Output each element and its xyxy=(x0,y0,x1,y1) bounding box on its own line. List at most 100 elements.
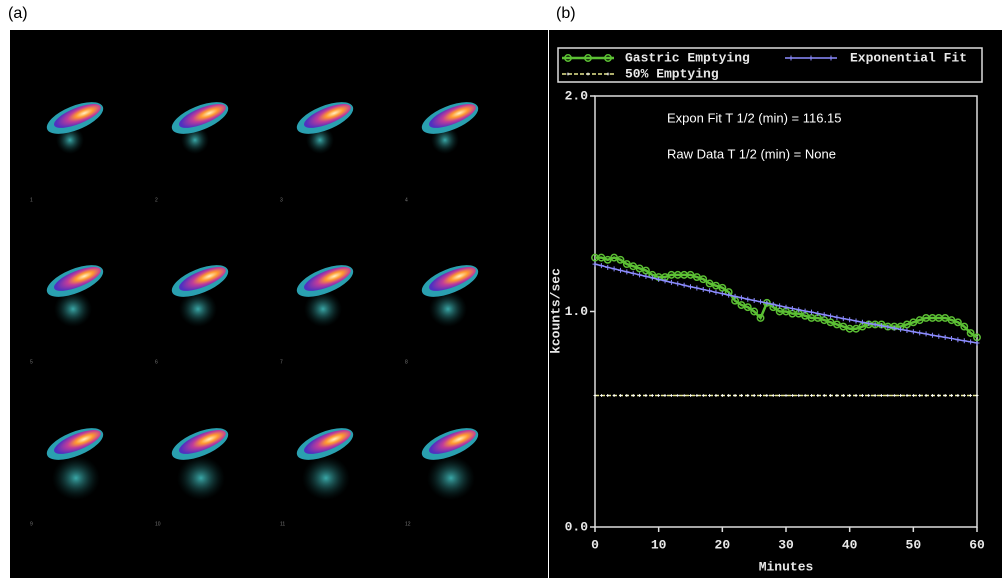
point xyxy=(783,304,789,310)
frame-number: 1 xyxy=(30,197,33,203)
frame-number: 6 xyxy=(155,359,158,365)
point xyxy=(840,316,846,322)
stomach-core xyxy=(179,267,226,291)
point xyxy=(682,394,686,398)
frame-number: 8 xyxy=(405,359,408,365)
point xyxy=(942,334,948,340)
point xyxy=(968,339,974,345)
legend-marker xyxy=(604,54,612,62)
legend-label: Exponential Fit xyxy=(850,50,967,65)
point xyxy=(796,307,802,313)
point xyxy=(714,394,718,398)
point xyxy=(924,394,928,398)
point xyxy=(605,264,611,270)
point xyxy=(592,261,598,267)
point xyxy=(700,287,706,293)
point xyxy=(797,394,801,398)
point xyxy=(778,394,782,398)
legend-marker xyxy=(828,55,834,61)
stomach-core xyxy=(179,430,226,454)
point xyxy=(756,314,765,322)
point xyxy=(668,279,674,285)
point xyxy=(966,329,975,337)
point xyxy=(867,394,871,398)
stomach-core xyxy=(179,104,226,128)
point xyxy=(758,299,764,305)
stomach-core xyxy=(429,104,476,128)
point xyxy=(641,266,650,275)
point xyxy=(872,322,878,328)
point xyxy=(969,394,973,398)
point xyxy=(612,394,616,398)
point xyxy=(829,394,833,398)
legend-label: 50% Emptying xyxy=(625,66,719,81)
point xyxy=(663,394,667,398)
point xyxy=(738,295,744,301)
point xyxy=(815,310,821,316)
point xyxy=(848,394,852,398)
point xyxy=(708,394,712,398)
point xyxy=(917,330,923,336)
point xyxy=(816,394,820,398)
stomach-core xyxy=(429,267,476,291)
point xyxy=(802,308,808,314)
point xyxy=(637,272,643,278)
point xyxy=(891,325,897,331)
point xyxy=(750,307,759,316)
x-tick-label: 60 xyxy=(969,537,985,552)
legend-marker xyxy=(566,72,570,76)
point xyxy=(821,312,827,318)
point xyxy=(860,394,864,398)
frame-number: 2 xyxy=(155,197,158,203)
point xyxy=(689,394,692,398)
x-tick-label: 30 xyxy=(778,537,794,552)
point xyxy=(975,394,979,398)
point xyxy=(630,270,636,276)
point xyxy=(593,394,597,398)
point xyxy=(828,313,834,319)
y-tick-label: 2.0 xyxy=(565,88,589,103)
legend-box xyxy=(557,47,983,83)
point xyxy=(657,394,661,398)
point xyxy=(598,263,604,269)
point xyxy=(949,335,955,341)
point xyxy=(732,293,738,299)
stomach-core xyxy=(54,267,101,291)
point xyxy=(695,394,699,398)
point xyxy=(936,333,942,339)
point xyxy=(770,301,776,307)
legend-marker xyxy=(606,72,610,76)
point xyxy=(790,394,794,398)
frame-number: 7 xyxy=(280,359,283,365)
point xyxy=(733,394,737,398)
panel-label: (a) xyxy=(8,5,28,22)
frame-number: 4 xyxy=(405,197,408,203)
point xyxy=(759,394,763,398)
point xyxy=(960,322,969,331)
point xyxy=(638,394,642,398)
annotation: Raw Data T 1/2 (min) = None xyxy=(667,146,836,161)
point xyxy=(918,394,922,398)
point xyxy=(719,291,725,297)
point xyxy=(905,394,909,398)
x-tick-label: 10 xyxy=(651,537,667,552)
point xyxy=(923,331,929,337)
point xyxy=(611,266,617,272)
legend-marker xyxy=(788,55,794,61)
point xyxy=(718,283,727,292)
point xyxy=(809,394,813,398)
point xyxy=(834,314,840,320)
stomach-core xyxy=(304,430,351,454)
point xyxy=(822,394,826,398)
y-tick-label: 1.0 xyxy=(565,304,589,319)
stomach-core xyxy=(304,267,351,291)
point xyxy=(950,394,954,398)
point xyxy=(953,318,962,327)
point xyxy=(911,394,915,398)
point xyxy=(866,320,872,326)
point xyxy=(937,394,941,398)
duodenum xyxy=(427,456,475,500)
point xyxy=(743,303,752,312)
legend-marker xyxy=(564,54,572,62)
